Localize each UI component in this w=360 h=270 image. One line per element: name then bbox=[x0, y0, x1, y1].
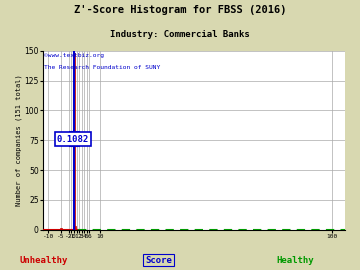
Text: Unhealthy: Unhealthy bbox=[19, 256, 67, 265]
Text: Industry: Commercial Banks: Industry: Commercial Banks bbox=[110, 30, 250, 39]
Bar bbox=[73, 53, 75, 230]
Text: Healthy: Healthy bbox=[276, 256, 314, 265]
Bar bbox=[60, 228, 62, 230]
Text: The Research Foundation of SUNY: The Research Foundation of SUNY bbox=[44, 65, 161, 70]
Bar bbox=[75, 226, 76, 229]
Text: Score: Score bbox=[145, 256, 172, 265]
Text: ©www.textbiz.org: ©www.textbiz.org bbox=[44, 53, 104, 58]
Y-axis label: Number of companies (151 total): Number of companies (151 total) bbox=[15, 75, 22, 206]
Text: Z'-Score Histogram for FBSS (2016): Z'-Score Histogram for FBSS (2016) bbox=[74, 5, 286, 15]
Text: 0.1082: 0.1082 bbox=[57, 134, 89, 144]
